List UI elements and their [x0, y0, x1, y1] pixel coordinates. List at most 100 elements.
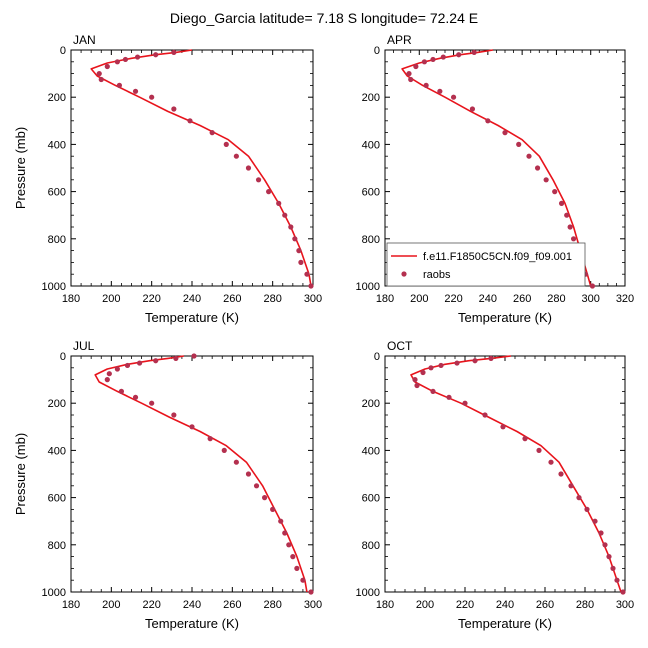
raobs-point [233, 153, 239, 159]
x-axis-label: Temperature (K) [145, 616, 239, 631]
raobs-point [245, 165, 252, 171]
y-tick-label: 400 [362, 139, 380, 151]
raobs-point [118, 388, 125, 394]
x-tick-label: 220 [142, 293, 160, 305]
raobs-point [136, 360, 143, 366]
raobs-point [221, 447, 227, 453]
raobs-point [428, 365, 434, 371]
panels-group: 180 200 220 240 260 280 300 0 200 400 600 800 1000 JA… [13, 33, 634, 631]
raobs-point [124, 362, 131, 369]
raobs-point [543, 177, 549, 183]
raobs-point [294, 565, 300, 572]
raobs-point [278, 518, 284, 524]
raobs-point [437, 88, 443, 94]
legend-box [386, 242, 586, 287]
panel-label: JUL [73, 339, 95, 353]
raobs-point [149, 94, 155, 100]
raobs-point [308, 283, 314, 289]
x-tick-label: 240 [183, 599, 201, 611]
x-tick-label: 200 [102, 293, 120, 305]
raobs-point [462, 400, 468, 406]
raobs-point [488, 355, 494, 361]
raobs-point [440, 54, 446, 60]
raobs-point [420, 369, 426, 376]
raobs-point [469, 106, 476, 112]
raobs-point [308, 589, 314, 595]
y-tick-label: 600 [362, 493, 380, 505]
raobs-point [104, 63, 110, 70]
y-tick-label: 1000 [42, 281, 66, 293]
y-tick-label: 0 [374, 45, 380, 57]
raobs-point [223, 141, 229, 147]
panel-label: JAN [73, 33, 96, 47]
raobs-point [149, 400, 155, 406]
raobs-point [106, 371, 112, 377]
x-tick-label: 200 [416, 599, 434, 611]
raobs-point [450, 94, 457, 100]
raobs-point [282, 530, 288, 536]
raobs-point [209, 130, 215, 136]
raobs-point [558, 471, 564, 477]
y-tick-label: 1000 [42, 587, 66, 599]
raobs-point [132, 88, 139, 94]
raobs-point [104, 377, 110, 383]
chart-panel-jul: 180 200 220 240 260 280 300 0 200 400 600 800 1000 JU… [13, 339, 322, 631]
raobs-point [456, 52, 462, 58]
raobs-point [114, 59, 120, 65]
raobs-point [548, 459, 554, 465]
panel-label: APR [387, 33, 412, 47]
chart-panel-apr: 180 200 220 240 260 280 300 320 0 200 400 600 800 100… [356, 33, 635, 325]
x-axis-label: Temperature (K) [145, 310, 239, 325]
raobs-point [96, 71, 102, 77]
y-axis-label: Pressure (mb) [13, 433, 28, 515]
raobs-point [276, 200, 282, 206]
raobs-point [171, 49, 177, 55]
raobs-point [485, 118, 491, 124]
raobs-point [552, 189, 558, 195]
figure-title: Diego_Garcia latitude= 7.18 S longitude=… [170, 10, 478, 26]
x-tick-label: 260 [513, 293, 531, 305]
raobs-point [589, 283, 596, 289]
y-tick-label: 0 [374, 351, 380, 363]
raobs-point [567, 224, 573, 230]
raobs-point [153, 52, 159, 58]
raobs-point [430, 388, 436, 394]
raobs-point [245, 471, 252, 477]
raobs-point [412, 377, 418, 383]
model-profile-line [401, 49, 592, 287]
raobs-point [620, 589, 626, 595]
raobs-point [122, 56, 129, 63]
raobs-point [304, 271, 310, 277]
raobs-point [421, 59, 428, 65]
x-tick-label: 260 [223, 293, 241, 305]
raobs-point [171, 412, 177, 418]
raobs-point [606, 554, 612, 560]
raobs-point [516, 141, 522, 147]
y-tick-label: 1000 [356, 587, 380, 599]
x-tick-label: 300 [616, 599, 634, 611]
raobs-point [290, 554, 296, 560]
raobs-point [414, 382, 420, 389]
y-tick-label: 200 [48, 92, 66, 104]
y-tick-label: 1000 [356, 281, 380, 293]
raobs-point [482, 412, 488, 418]
x-tick-label: 220 [456, 599, 474, 611]
raobs-point [255, 177, 262, 183]
raobs-point [282, 212, 288, 218]
raobs-point [114, 366, 120, 372]
raobs-point [292, 236, 298, 242]
raobs-point [570, 236, 577, 242]
x-tick-label: 280 [547, 293, 565, 305]
y-tick-label: 400 [48, 445, 66, 457]
raobs-point [602, 542, 608, 548]
raobs-point [253, 483, 260, 489]
raobs-point [423, 82, 429, 88]
y-tick-label: 0 [60, 45, 66, 57]
raobs-point [430, 56, 436, 63]
raobs-point [534, 165, 541, 171]
x-tick-label: 240 [496, 599, 514, 611]
raobs-point [134, 54, 141, 60]
legend-marker-swatch [401, 271, 407, 277]
